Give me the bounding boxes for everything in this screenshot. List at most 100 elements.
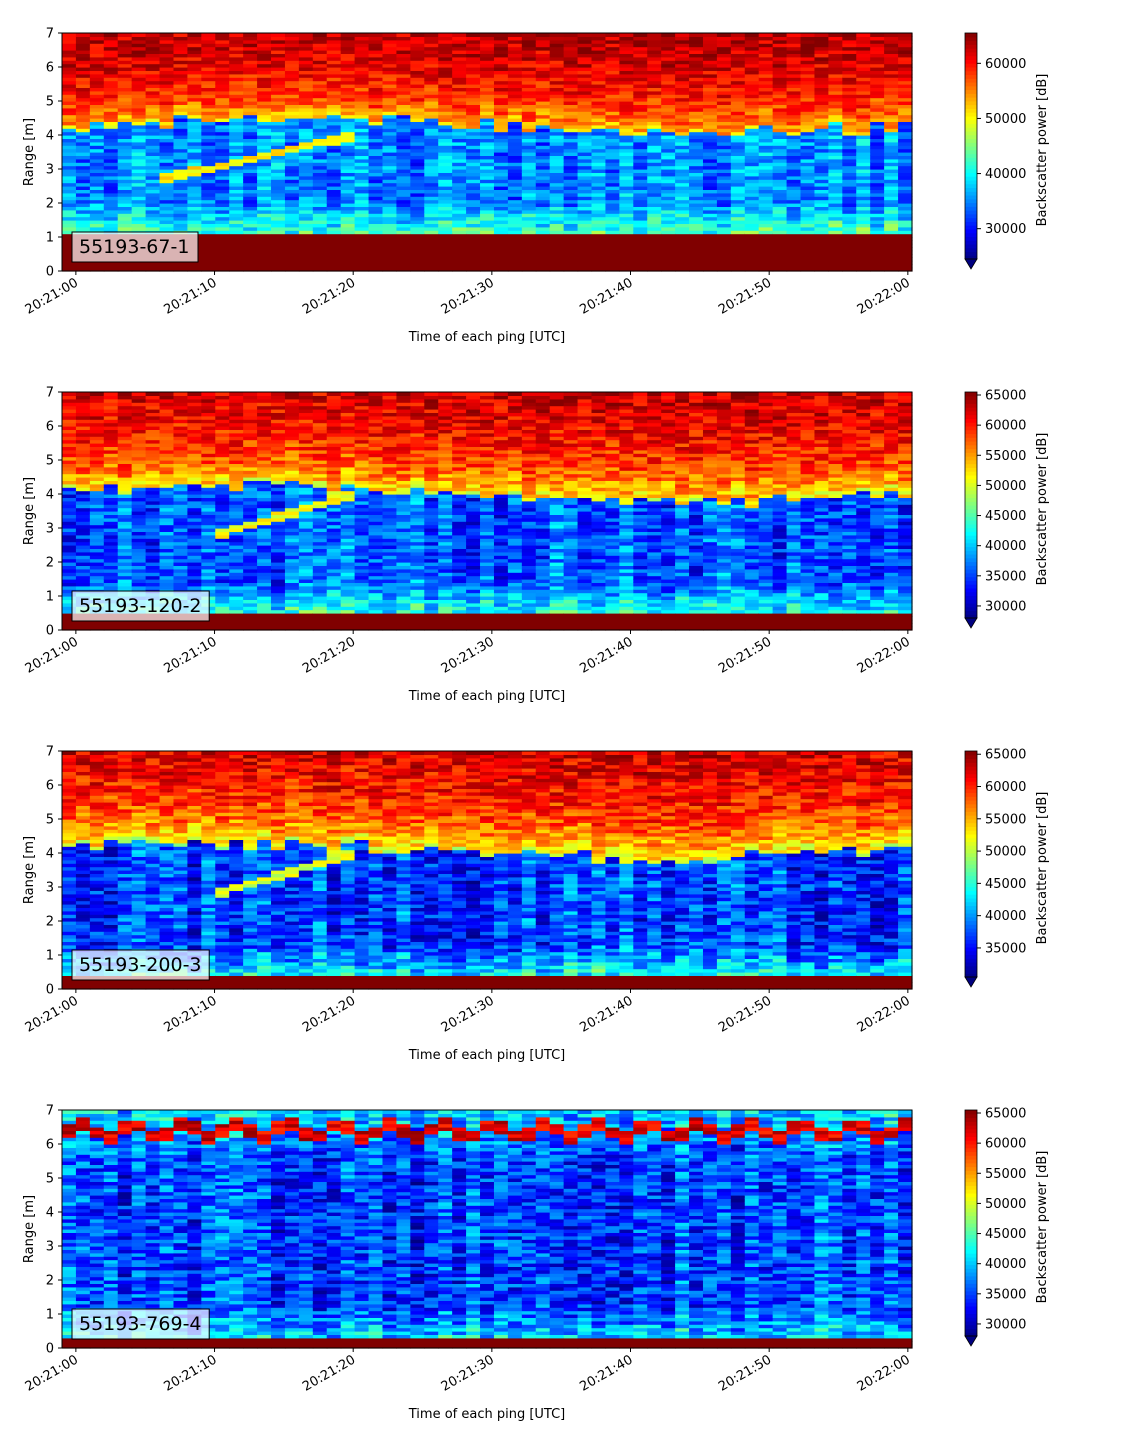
heatmap-cell xyxy=(452,94,467,99)
heatmap-cell xyxy=(396,199,411,204)
heatmap-cell xyxy=(131,470,147,475)
heatmap-cell xyxy=(396,226,411,231)
heatmap-cell xyxy=(438,233,453,238)
heatmap-cell xyxy=(493,107,509,112)
heatmap-cell xyxy=(271,77,286,82)
heatmap-cell xyxy=(75,73,91,78)
heatmap-cell xyxy=(201,213,216,218)
heatmap-cell xyxy=(507,107,523,112)
heatmap-cell xyxy=(563,121,579,126)
heatmap-cell xyxy=(535,230,551,235)
heatmap-cell xyxy=(577,111,593,116)
heatmap-cell xyxy=(145,128,161,133)
heatmap-cell xyxy=(75,220,91,224)
heatmap-cell xyxy=(201,87,216,92)
heatmap-cell xyxy=(201,233,216,238)
heatmap-cell xyxy=(396,46,411,51)
heatmap-cell xyxy=(424,226,439,231)
heatmap-cell xyxy=(354,67,370,71)
heatmap-cell xyxy=(312,247,328,252)
heatmap-cell xyxy=(535,43,551,48)
heatmap-cell xyxy=(89,213,105,218)
heatmap-cell xyxy=(507,67,523,71)
heatmap-cell xyxy=(591,158,607,163)
heatmap-cell xyxy=(396,186,411,190)
heatmap-cell xyxy=(159,148,175,153)
heatmap-cell xyxy=(103,107,119,112)
heatmap-cell xyxy=(410,230,425,235)
heatmap-cell xyxy=(117,84,133,88)
heatmap-cell xyxy=(898,209,913,214)
heatmap-cell xyxy=(689,209,704,214)
colorbar-segment xyxy=(965,191,977,196)
heatmap-cell xyxy=(410,260,425,265)
heatmap-cell xyxy=(340,67,356,71)
heatmap-cell xyxy=(410,131,425,136)
heatmap-cell xyxy=(410,43,425,48)
heatmap-cell xyxy=(201,247,216,252)
heatmap-cell xyxy=(368,264,384,269)
heatmap-cell xyxy=(340,216,356,221)
heatmap-cell xyxy=(117,67,133,71)
heatmap-cell xyxy=(605,77,620,82)
heatmap-cell xyxy=(312,36,328,41)
heatmap-cell xyxy=(410,60,425,65)
heatmap-cell xyxy=(75,169,91,173)
heatmap-cell xyxy=(438,111,453,116)
heatmap-cell xyxy=(521,90,537,95)
heatmap-cell xyxy=(173,39,189,44)
heatmap-cell xyxy=(521,240,537,245)
heatmap-cell xyxy=(424,196,439,201)
heatmap-cell xyxy=(131,36,147,41)
heatmap-cell xyxy=(173,135,189,139)
heatmap-cell xyxy=(382,60,398,65)
heatmap-cell xyxy=(382,203,398,207)
heatmap-cell xyxy=(493,87,509,92)
heatmap-cell xyxy=(312,107,328,112)
heatmap-cell xyxy=(215,87,230,92)
x-tick-label: 20:21:30 xyxy=(439,275,497,317)
heatmap-cell xyxy=(271,33,286,37)
heatmap-cell xyxy=(354,203,370,207)
heatmap-cell xyxy=(145,209,161,214)
heatmap-cell xyxy=(271,60,286,65)
heatmap-cell xyxy=(619,264,634,269)
heatmap-cell xyxy=(549,209,565,214)
heatmap-cell xyxy=(493,53,509,58)
heatmap-cell xyxy=(103,196,119,201)
heatmap-cell xyxy=(89,121,105,126)
heatmap-cell xyxy=(368,155,384,160)
heatmap-cell xyxy=(382,36,398,41)
heatmap-cell xyxy=(507,223,523,228)
heatmap-cell xyxy=(229,53,244,58)
heatmap-cell xyxy=(173,189,189,194)
heatmap-cell xyxy=(605,94,620,99)
heatmap-cell xyxy=(354,128,370,133)
heatmap-cell xyxy=(856,264,871,269)
heatmap-cell xyxy=(716,158,732,163)
heatmap-cell xyxy=(730,131,746,136)
heatmap-cell xyxy=(354,162,370,167)
heatmap-cell xyxy=(145,199,161,204)
heatmap-cell xyxy=(493,209,509,214)
heatmap-cell xyxy=(284,33,300,37)
heatmap-cell xyxy=(103,209,119,214)
heatmap-cell xyxy=(452,128,467,133)
heatmap-cell xyxy=(493,203,509,207)
heatmap-cell xyxy=(187,220,202,224)
heatmap-cell xyxy=(340,250,356,255)
heatmap-cell xyxy=(89,124,105,129)
heatmap-cell xyxy=(75,50,91,54)
heatmap-cell xyxy=(173,179,189,184)
heatmap-cell xyxy=(438,77,453,82)
heatmap-cell xyxy=(215,53,230,58)
heatmap-cell xyxy=(173,60,189,65)
heatmap-cell xyxy=(75,453,91,458)
heatmap-cell xyxy=(243,226,258,231)
heatmap-cell xyxy=(382,179,398,184)
heatmap-cell xyxy=(159,138,175,143)
heatmap-cell xyxy=(689,141,704,146)
heatmap-cell xyxy=(215,97,230,102)
heatmap-cell xyxy=(284,189,300,194)
heatmap-cell xyxy=(507,118,523,122)
